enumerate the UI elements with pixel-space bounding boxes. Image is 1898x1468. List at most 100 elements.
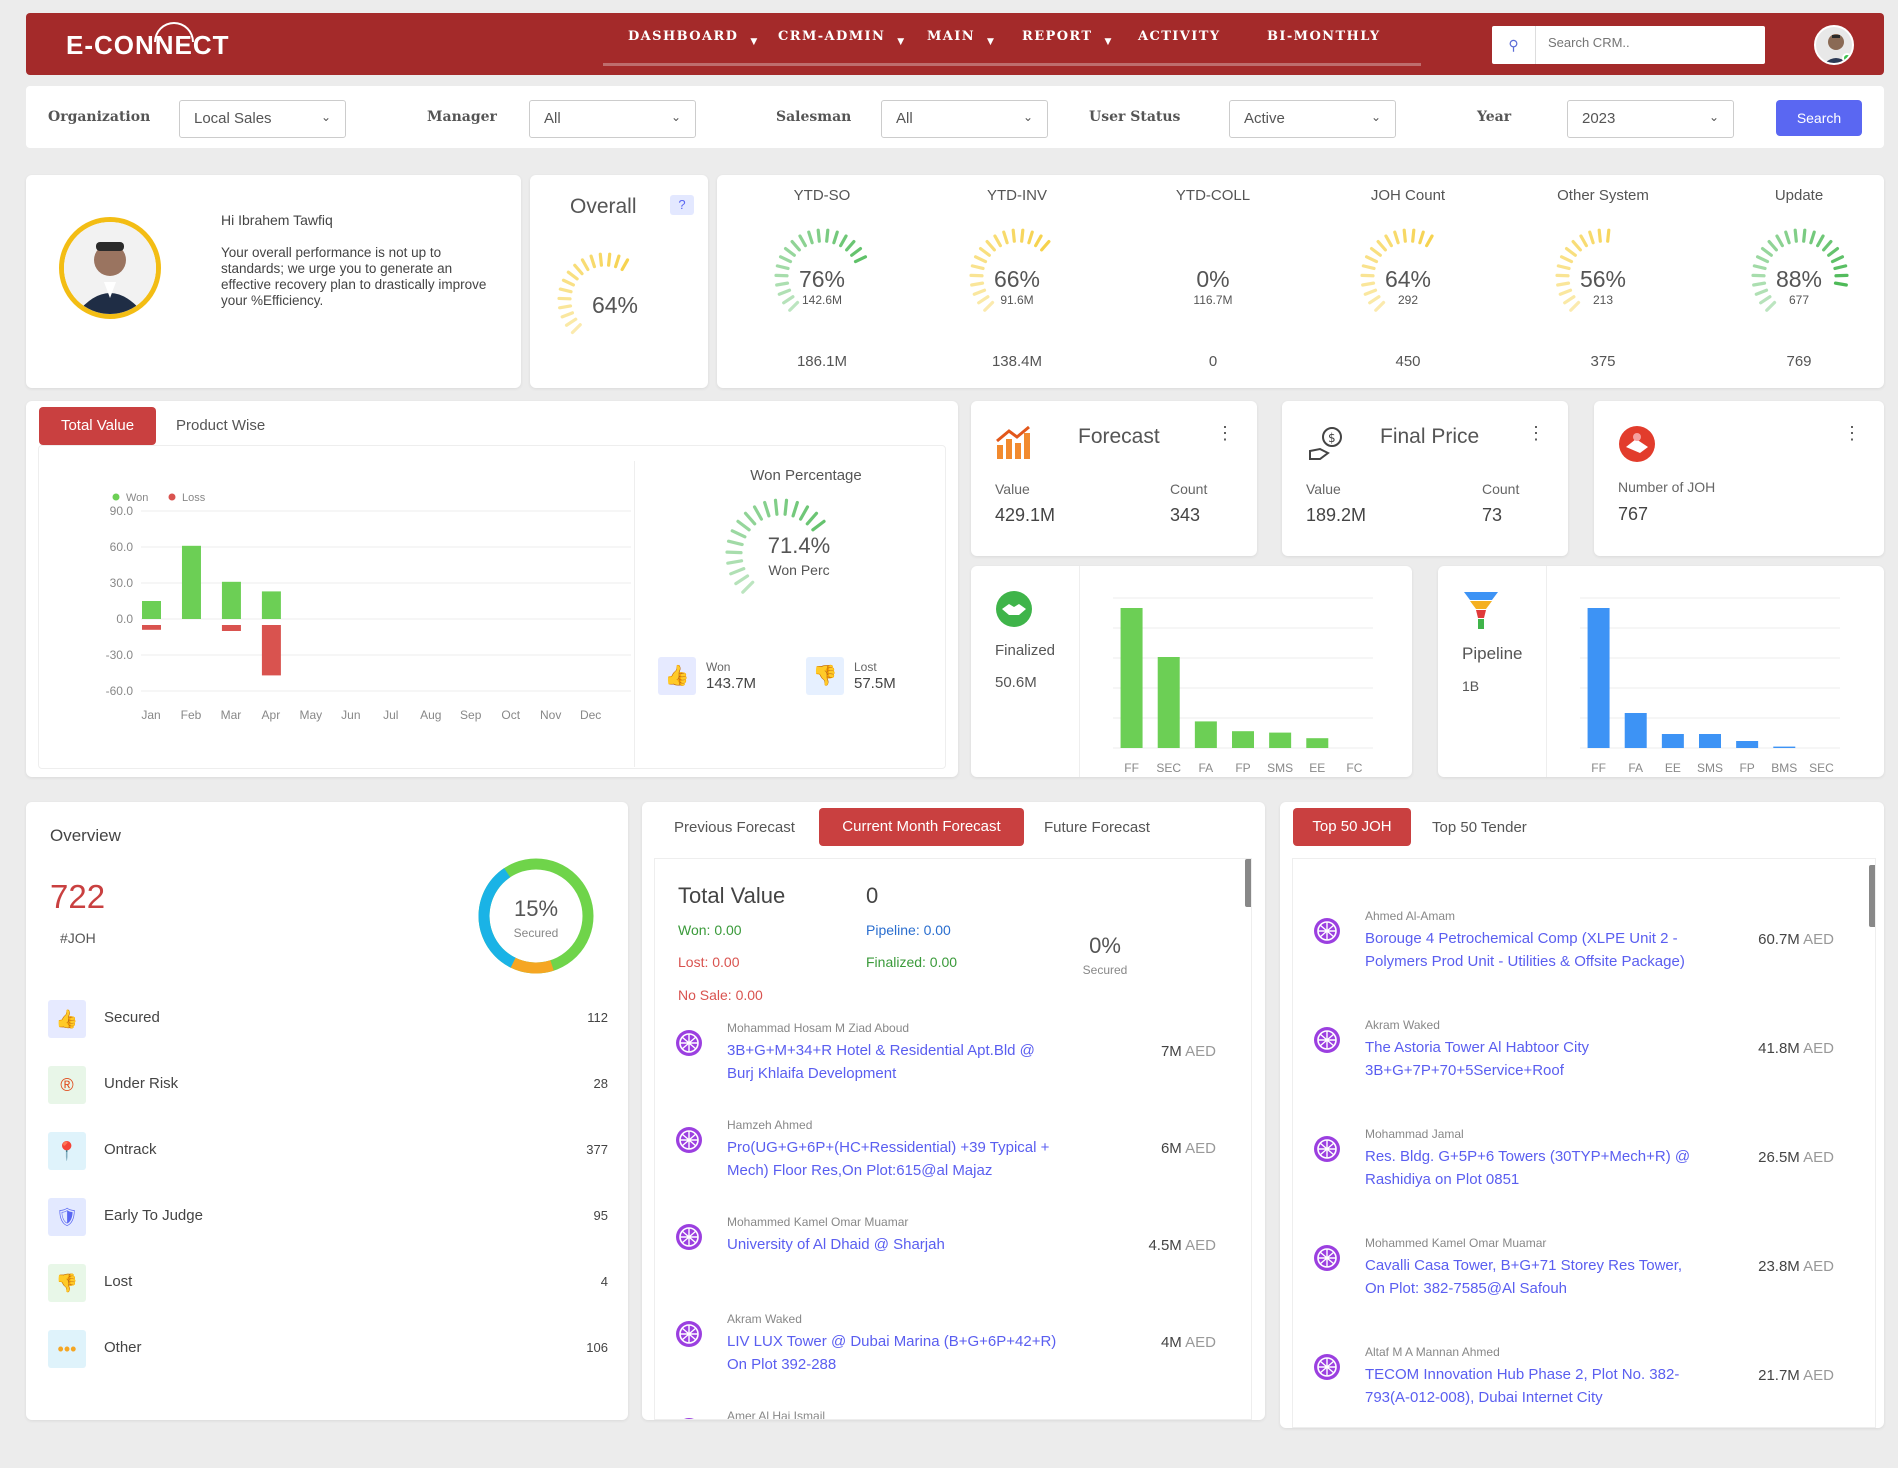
more-options-icon[interactable]: ⋮ (1527, 423, 1545, 443)
monthly-bar-chart: Won Loss 90.0 60.0 30.0 0.0 -30.0 -60.0 Jan Feb Ma… (106, 492, 631, 722)
project-icon (676, 1224, 702, 1250)
profile-photo (59, 217, 161, 319)
more-options-icon[interactable]: ⋮ (1216, 423, 1234, 443)
overview-row[interactable]: ••• Other 106 (48, 1326, 608, 1372)
x-tick-label: FF (1591, 761, 1606, 775)
logo[interactable]: E-CONNECT (66, 22, 230, 61)
project-icon (1314, 1136, 1340, 1162)
list-item-title[interactable]: 3B+G+M+34+R Hotel & Residential Apt.Bld … (727, 1042, 1035, 1082)
nav-activity[interactable]: ACTIVITY (1138, 29, 1221, 44)
gauge-sub-value: 142.6M (801, 293, 843, 307)
tab-top-50-tender[interactable]: Top 50 Tender (1432, 819, 1527, 836)
overview-row[interactable]: 👎 Lost 4 (48, 1260, 608, 1306)
list-item-title[interactable]: Res. Bldg. G+5P+6 Towers (30TYP+Mech+R) … (1365, 1148, 1691, 1188)
gauge-tick (741, 580, 755, 594)
x-tick-label: SMS (1697, 761, 1723, 775)
bar (1736, 741, 1759, 748)
svg-text:$: $ (1328, 431, 1336, 445)
gauge-total: 769 (1786, 353, 1812, 370)
list-item[interactable]: Mohammed Kamel Omar Muamar University of… (675, 1215, 1216, 1312)
overview-row[interactable]: ® Under Risk 28 (48, 1062, 608, 1108)
tab-product-wise[interactable]: Product Wise (176, 417, 266, 434)
tab-current-month-forecast[interactable]: Current Month Forecast (819, 808, 1024, 846)
list-item-title[interactable]: Cavalli Casa Tower, B+G+71 Storey Res To… (1365, 1257, 1683, 1297)
gauge-tick (782, 295, 795, 305)
list-item-title[interactable]: LIV LUX Tower @ Dubai Marina (B+G+6P+42+… (727, 1333, 1057, 1373)
overview-row-count: 112 (587, 1010, 608, 1025)
gauge-tick (1588, 230, 1595, 245)
list-item-title[interactable]: Pro(UG+G+6P+(HC+Ressidential) +39 Typica… (727, 1139, 1050, 1179)
gauge-tick (1802, 228, 1807, 243)
overview-row-label: Ontrack (104, 1141, 157, 1158)
list-item-title[interactable]: University of Al Dhaid @ Sharjah (727, 1236, 945, 1253)
nav-bi-monthly[interactable]: BI-MONTHLY (1267, 29, 1381, 44)
scrollbar-thumb[interactable] (1869, 865, 1875, 927)
list-item[interactable]: Mohammed Kamel Omar Muamar Cavalli Casa … (1313, 1236, 1834, 1345)
gauge-tick (726, 539, 744, 547)
x-tick-label: FF (1124, 761, 1139, 775)
nav-report[interactable]: REPORT ▼ (1022, 29, 1113, 47)
overview-row[interactable]: 👍 Secured 112 (48, 996, 608, 1042)
more-options-icon[interactable]: ⋮ (1843, 423, 1861, 443)
overview-count: 722 (50, 878, 106, 915)
y-tick-label: 30.0 (110, 576, 134, 590)
location-pin-icon: 📍 (48, 1132, 86, 1170)
gauge-tick (729, 567, 746, 576)
gauge-tick (1374, 300, 1386, 312)
gauge-tick (589, 254, 597, 269)
list-item-title[interactable]: Borouge 4 Petrochemical Comp (XLPE Unit … (1365, 930, 1685, 970)
tab-total-value[interactable]: Total Value (39, 407, 156, 445)
list-item[interactable]: Altaf M A Mannan Ahmed TECOM Innovation … (1313, 1345, 1834, 1427)
bar (1269, 732, 1292, 748)
forecast-count: 343 (1170, 505, 1201, 525)
gauge-tick (1633, 249, 1642, 256)
organization-select[interactable]: Local Sales ⌄ (179, 100, 346, 138)
search-box[interactable]: ⚲ (1492, 26, 1765, 64)
y-tick-label: -60.0 (106, 684, 134, 698)
nav-dashboard[interactable]: DASHBOARD ▼ (628, 29, 759, 47)
gauge-tick (630, 325, 638, 333)
list-item[interactable]: Mohammad Jamal Res. Bldg. G+5P+6 Towers … (1313, 1127, 1834, 1236)
gauge-tick (637, 280, 647, 285)
gauge-tick (1433, 242, 1440, 250)
list-item[interactable]: Akram Waked LIV LUX Tower @ Dubai Marina… (675, 1312, 1216, 1409)
nav-main[interactable]: MAIN ▼ (927, 29, 996, 47)
list-item[interactable]: Amer Al Haj Ismail Naseej District-Sokoo… (675, 1409, 1216, 1420)
search-input[interactable] (1548, 35, 1748, 50)
divider (634, 461, 635, 767)
list-item[interactable]: Mohammad Hosam M Ziad Aboud 3B+G+M+34+R … (675, 1021, 1216, 1118)
scrollbar-thumb[interactable] (1245, 859, 1251, 907)
tab-top-50-joh[interactable]: Top 50 JOH (1293, 808, 1411, 846)
list-item-title[interactable]: The Astoria Tower Al Habtoor City 3B+G+7… (1365, 1039, 1589, 1079)
user-avatar[interactable] (1814, 25, 1854, 65)
list-item[interactable]: Akram Waked The Astoria Tower Al Habtoor… (1313, 1018, 1834, 1127)
nav-crm-admin[interactable]: CRM-ADMIN ▼ (778, 29, 906, 47)
search-button[interactable]: Search (1776, 100, 1862, 136)
salesman-select[interactable]: All ⌄ (881, 100, 1048, 138)
gauge-percent: 88% (1775, 266, 1823, 292)
list-item-owner: Amer Al Haj Ismail (727, 1409, 826, 1420)
gauge-tick (1047, 249, 1056, 256)
user-status-select[interactable]: Active ⌄ (1229, 100, 1396, 138)
search-icon[interactable]: ⚲ (1492, 26, 1536, 64)
overview-row[interactable]: 📍 Ontrack 377 (48, 1128, 608, 1174)
list-item[interactable]: Ahmed Al-Amam Borouge 4 Petrochemical Co… (1313, 909, 1834, 1018)
list-item-amount: 7M AED (1160, 1043, 1216, 1060)
gauge-percent: 66% (993, 266, 1041, 292)
gauge-tick (1827, 247, 1840, 257)
tab-previous-forecast[interactable]: Previous Forecast (674, 819, 795, 836)
kpi-gauge (969, 228, 1056, 312)
finalized-card: Finalized 50.6M FF SEC FA FP SMS EE FC (971, 566, 1412, 777)
final-price-value-label: Value (1306, 481, 1341, 497)
profile-card: Hi Ibrahem Tawfiq Your overall performan… (26, 175, 521, 388)
help-icon[interactable]: ? (670, 195, 694, 215)
gauge-tick (1368, 295, 1381, 305)
manager-select[interactable]: All ⌄ (529, 100, 696, 138)
tab-future-forecast[interactable]: Future Forecast (1044, 819, 1150, 836)
year-select[interactable]: 2023 ⌄ (1567, 100, 1734, 138)
list-item[interactable]: Hamzeh Ahmed Pro(UG+G+6P+(HC+Ressidentia… (675, 1118, 1216, 1215)
nav-underline (603, 63, 1421, 66)
list-item-title[interactable]: TECOM Innovation Hub Phase 2, Plot No. 3… (1365, 1366, 1680, 1406)
joh-count-card: ⋮ Number of JOH 767 (1594, 401, 1884, 556)
overview-row[interactable]: 🛡 Early To Judge 95 (48, 1194, 608, 1240)
